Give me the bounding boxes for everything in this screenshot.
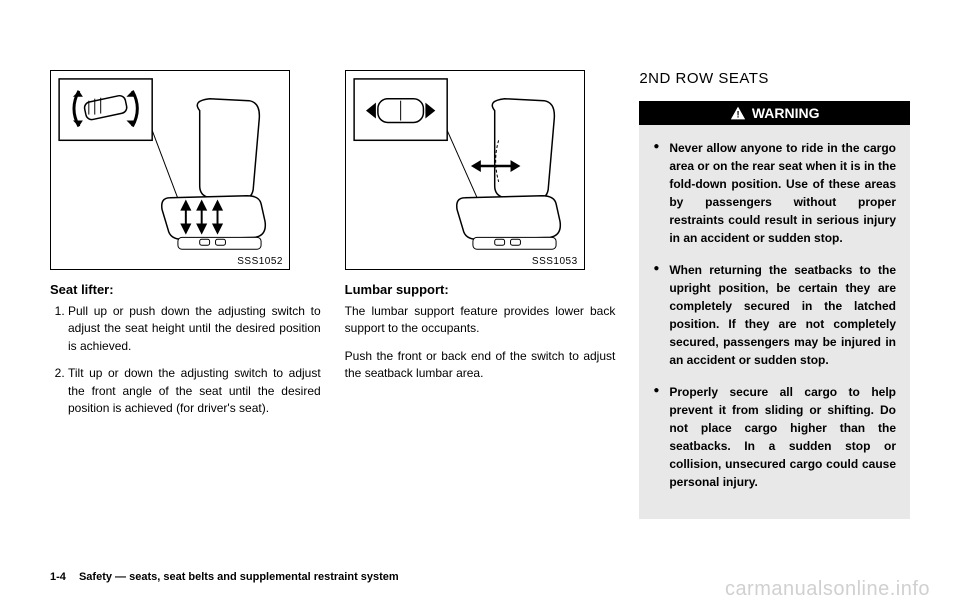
second-row-title: 2ND ROW SEATS <box>639 70 910 87</box>
figure-code: SSS1053 <box>532 256 578 267</box>
lumbar-illustration <box>346 71 584 269</box>
figure-lumbar: SSS1053 <box>345 70 585 270</box>
column-1: SSS1052 Seat lifter: Pull up or push dow… <box>50 70 321 519</box>
warning-box: Never allow anyone to ride in the cargo … <box>639 125 910 519</box>
seat-lifter-heading: Seat lifter: <box>50 282 321 297</box>
figure-seat-lifter: SSS1052 <box>50 70 290 270</box>
lumbar-heading: Lumbar support: <box>345 282 616 297</box>
warning-item: Never allow anyone to ride in the cargo … <box>653 139 896 247</box>
warning-item: When returning the seatbacks to the upri… <box>653 261 896 369</box>
page-content: SSS1052 Seat lifter: Pull up or push dow… <box>0 0 960 549</box>
warning-label: WARNING <box>752 105 820 121</box>
seat-lifter-illustration <box>51 71 289 269</box>
column-3: 2ND ROW SEATS ! WARNING Never allow anyo… <box>639 70 910 519</box>
lumbar-p2: Push the front or back end of the switch… <box>345 348 616 383</box>
page-number: 1-4 <box>50 571 66 583</box>
seat-lifter-steps: Pull up or push down the adjusting switc… <box>50 303 321 417</box>
watermark-text: carmanualsonline.info <box>725 578 930 601</box>
svg-text:!: ! <box>736 110 739 120</box>
column-2: SSS1053 Lumbar support: The lumbar suppo… <box>345 70 616 519</box>
figure-code: SSS1052 <box>237 256 283 267</box>
warning-item: Properly secure all cargo to help preven… <box>653 383 896 491</box>
lumbar-p1: The lumbar support feature provides lowe… <box>345 303 616 338</box>
chapter-title: Safety — seats, seat belts and supplemen… <box>79 571 399 583</box>
footer-left: 1-4 Safety — seats, seat belts and suppl… <box>50 571 399 583</box>
warning-header: ! WARNING <box>639 101 910 125</box>
warning-triangle-icon: ! <box>730 106 746 120</box>
warning-list: Never allow anyone to ride in the cargo … <box>653 139 896 491</box>
list-item: Pull up or push down the adjusting switc… <box>68 303 321 355</box>
list-item: Tilt up or down the adjusting switch to … <box>68 365 321 417</box>
